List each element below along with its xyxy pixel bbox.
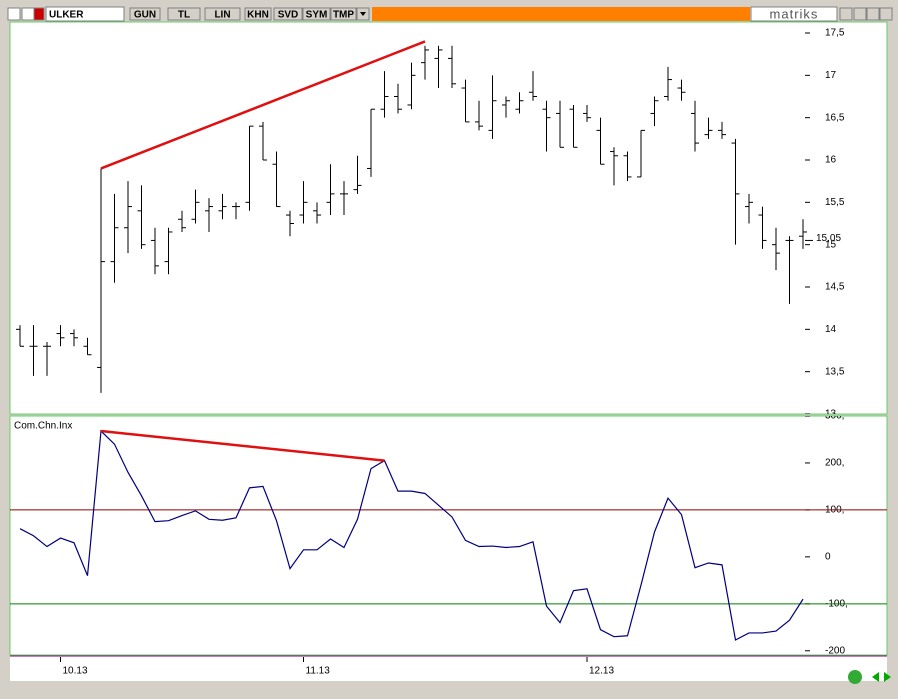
trendline bbox=[100, 429, 385, 462]
indicator-line bbox=[19, 429, 804, 641]
brand-box bbox=[750, 6, 838, 22]
icon[interactable] bbox=[7, 7, 21, 21]
x-axis-panel bbox=[10, 656, 887, 681]
x-tick-label: 11.13 bbox=[306, 666, 331, 677]
x-tick-label: 10.13 bbox=[63, 666, 88, 677]
x-tick-label: 12.13 bbox=[589, 666, 614, 677]
symbol: ULKER bbox=[49, 10, 84, 21]
y-tick-label: 200, bbox=[825, 458, 844, 469]
price-panel bbox=[9, 21, 888, 415]
toolbar-button[interactable] bbox=[330, 7, 357, 21]
y-tick-label: 14,5 bbox=[825, 282, 845, 293]
y-tick-label: 16 bbox=[825, 155, 837, 166]
y-tick-label: 300, bbox=[825, 411, 844, 422]
y-tick-label: 14 bbox=[825, 324, 837, 335]
y-tick-label: 17,5 bbox=[825, 28, 845, 39]
toolbar-button[interactable] bbox=[273, 7, 303, 21]
button-label: KHN bbox=[247, 10, 269, 21]
indicator-panel bbox=[9, 415, 888, 656]
brand: matriks bbox=[770, 6, 819, 21]
refresh-icon[interactable] bbox=[848, 670, 862, 684]
button-group: GUN TL LIN KHN SVD SYM TMP bbox=[129, 7, 357, 21]
trendline bbox=[100, 40, 426, 170]
y-tick-label: 13 bbox=[825, 409, 837, 420]
icon[interactable] bbox=[21, 7, 35, 21]
y-tick-label: 15,5 bbox=[825, 197, 845, 208]
icon[interactable] bbox=[33, 7, 45, 21]
status-bar bbox=[372, 7, 750, 21]
price-plot: 13 13,5 14 14,5 15 15,5 16 16,5 17 17,5 15,05 bbox=[16, 28, 845, 420]
x-axis: 10.13 11.13 12.13 bbox=[60, 657, 614, 677]
y-tick-label: 13,5 bbox=[825, 366, 845, 377]
button-label: GUN bbox=[134, 10, 156, 21]
maximize-button[interactable] bbox=[866, 7, 880, 21]
y-tick-label: -200 bbox=[825, 645, 845, 656]
minimize-button[interactable] bbox=[853, 7, 867, 21]
indicator-title: Com.Chn.Inx bbox=[14, 421, 72, 432]
button-label: TL bbox=[178, 10, 190, 21]
button-label: SYM bbox=[306, 10, 328, 21]
y-tick-label: 0 bbox=[825, 552, 831, 563]
button-label: TMP bbox=[333, 10, 354, 21]
toolbar-button[interactable] bbox=[244, 7, 272, 21]
y-tick-label: 15 bbox=[825, 239, 837, 250]
scroll-left[interactable] bbox=[872, 672, 879, 682]
close-button[interactable] bbox=[879, 7, 893, 21]
dropdown-arrow bbox=[360, 12, 366, 16]
toolbar: ULKER GUN TL LIN KHN SVD SYM TMP matriks bbox=[7, 6, 893, 22]
y-tick-label: 17 bbox=[825, 70, 837, 81]
toolbar-button[interactable] bbox=[302, 7, 331, 21]
scroll-right[interactable] bbox=[884, 672, 891, 682]
symbol-box[interactable] bbox=[45, 6, 125, 22]
last-price-label: 15,05 bbox=[816, 233, 841, 244]
y-tick-label: 16,5 bbox=[825, 112, 845, 123]
button-label: SVD bbox=[278, 10, 299, 21]
menu-button[interactable] bbox=[839, 7, 853, 21]
button-label: LIN bbox=[214, 10, 230, 21]
toolbar-button[interactable] bbox=[129, 7, 161, 21]
toolbar-button[interactable] bbox=[204, 7, 241, 21]
toolbar-button[interactable] bbox=[167, 7, 201, 21]
